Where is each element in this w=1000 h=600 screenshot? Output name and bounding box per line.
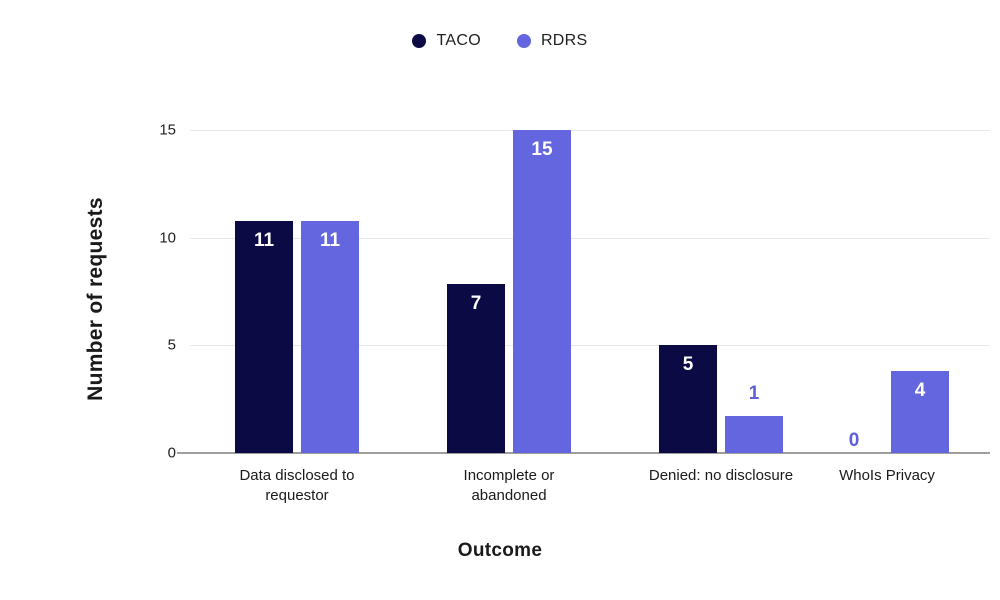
- gridline-10: [190, 237, 990, 239]
- bar-taco-3: [659, 345, 717, 453]
- legend-label: RDRS: [540, 32, 588, 49]
- legend-item-taco: TACO: [412, 32, 481, 50]
- bar-value-label-rdrs-3: 1: [748, 383, 760, 404]
- y-axis-title: Number of requests: [84, 197, 107, 401]
- bar-value-label-rdrs-2: 15: [531, 139, 553, 160]
- gridline-5: [190, 345, 990, 347]
- legend-dot-icon: [516, 34, 531, 48]
- y-tick-label-5: 5: [167, 336, 176, 354]
- y-tick-label-15: 15: [159, 121, 176, 139]
- bar-value-label-rdrs-4: 4: [914, 380, 926, 401]
- legend-dot-icon: [412, 34, 427, 48]
- bar-rdrs-3: [725, 416, 783, 453]
- x-category-label-4: WhoIs Privacy: [839, 467, 935, 484]
- bar-taco-2: [447, 284, 505, 453]
- y-tick-label-0: 0: [167, 444, 176, 462]
- x-category-label-1: Data disclosed to requestor: [239, 467, 355, 504]
- x-axis-title: Outcome: [457, 540, 543, 561]
- x-category-label-3: Denied: no disclosure: [648, 467, 794, 484]
- x-category-label-2: Incomplete or abandoned: [463, 467, 555, 504]
- y-tick-label-10: 10: [159, 229, 176, 247]
- bar-rdrs-4: [891, 371, 949, 453]
- bar-rdrs-1: [301, 221, 359, 453]
- x-axis-line: [177, 452, 990, 454]
- bar-rdrs-2: [513, 130, 571, 453]
- bar-value-label-taco-4: 0: [848, 430, 860, 451]
- gridline-15: [190, 130, 990, 131]
- bar-value-label-taco-3: 5: [682, 354, 694, 375]
- legend-label: TACO: [436, 32, 481, 49]
- legend: TACO RDRS: [0, 32, 1000, 50]
- bar-value-label-rdrs-1: 11: [319, 230, 341, 251]
- legend-item-rdrs: RDRS: [516, 32, 588, 50]
- bar-value-label-taco-2: 7: [470, 293, 482, 314]
- bar-taco-1: [235, 221, 293, 453]
- bar-value-label-taco-1: 11: [253, 230, 275, 251]
